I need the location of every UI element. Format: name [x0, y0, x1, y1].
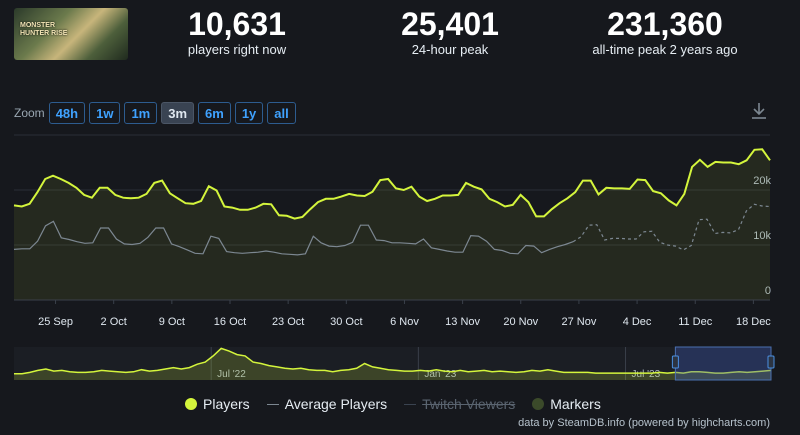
x-tick-label: 25 Sep: [38, 316, 73, 328]
x-tick-label: 23 Oct: [272, 316, 304, 328]
x-tick-label: 30 Oct: [330, 316, 362, 328]
legend-twitch-viewers[interactable]: Twitch Viewers: [404, 396, 515, 412]
daily-peak-stat: 25,401 24-hour peak: [385, 6, 515, 57]
average-players-line-dashed: [572, 203, 771, 251]
legend-markers[interactable]: Markers: [532, 396, 601, 412]
zoom-all-button[interactable]: all: [267, 102, 296, 124]
y-tick-label: 10k: [753, 230, 771, 242]
daily-peak-label: 24-hour peak: [411, 42, 489, 57]
x-tick-label: 6 Nov: [390, 316, 419, 328]
navigator-background: [14, 347, 771, 380]
x-tick-label: 2 Oct: [101, 316, 127, 328]
zoom-1w-button[interactable]: 1w: [89, 102, 121, 124]
x-tick-label: 9 Oct: [159, 316, 185, 328]
y-tick-label: 20k: [753, 175, 771, 187]
download-icon[interactable]: [751, 102, 767, 120]
daily-peak-value: 25,401: [401, 6, 499, 42]
data-credit[interactable]: data by SteamDB.info (powered by highcha…: [518, 417, 770, 429]
x-tick-label: 11 Dec: [678, 316, 713, 328]
zoom-1y-button[interactable]: 1y: [234, 102, 264, 124]
navigator-right-handle: [767, 355, 775, 369]
current-players-label: players right now: [187, 42, 287, 57]
y-tick-label: 0: [765, 285, 771, 297]
legend-players[interactable]: Players: [185, 396, 250, 412]
players-legend-dot: [185, 398, 197, 410]
zoom-1m-button[interactable]: 1m: [124, 102, 158, 124]
navigator-label: Jan '23: [424, 369, 456, 380]
zoom-6m-button[interactable]: 6m: [198, 102, 231, 124]
zoom-selector: Zoom 48h 1w 1m 3m 6m 1y all: [14, 102, 300, 124]
x-tick-label: 4 Dec: [623, 316, 652, 328]
legend-markers-label: Markers: [550, 396, 601, 412]
x-tick-label: 13 Nov: [445, 316, 480, 328]
players-area: [14, 149, 770, 300]
twitch-legend-line: [404, 403, 417, 405]
average-players-line: [13, 220, 574, 256]
current-players-stat: 10,631 players right now: [172, 6, 302, 57]
game-thumbnail[interactable]: MONSTER HUNTER RISE: [14, 8, 128, 60]
chart-legend: Players Average Players Twitch Viewers M…: [185, 396, 618, 412]
x-tick-label: 20 Nov: [503, 316, 538, 328]
zoom-label: Zoom: [14, 106, 45, 120]
range-navigator[interactable]: Jul '22 Jan '23 Jul '23: [0, 344, 800, 384]
zoom-48h-button[interactable]: 48h: [48, 102, 86, 124]
x-tick-label: 16 Oct: [214, 316, 246, 328]
navigator-area: [14, 348, 771, 380]
navigator-selected-range: [674, 346, 772, 381]
legend-twitch-label: Twitch Viewers: [422, 396, 516, 412]
navigator-label: Jul '22: [217, 369, 246, 380]
zoom-3m-button[interactable]: 3m: [161, 102, 195, 124]
all-time-peak-label: all-time peak 2 years ago: [592, 42, 738, 57]
game-logo: MONSTER HUNTER RISE: [20, 22, 68, 37]
player-count-chart[interactable]: 0 10k 20k 25 Sep 2 Oct 9 Oct 16 Oct 23 Oct 30 Oc…: [0, 125, 800, 335]
legend-players-label: Players: [203, 396, 250, 412]
x-tick-label: 27 Nov: [561, 316, 596, 328]
current-players-value: 10,631: [188, 6, 286, 42]
navigator-left-handle: [671, 355, 679, 369]
players-line: [13, 148, 771, 220]
markers-legend-dot: [532, 398, 545, 410]
legend-average-label: Average Players: [284, 396, 388, 412]
legend-average-players[interactable]: Average Players: [266, 396, 388, 412]
all-time-peak-stat: 231,360 all-time peak 2 years ago: [585, 6, 745, 57]
all-time-peak-value: 231,360: [607, 6, 723, 42]
navigator-line: [14, 347, 772, 375]
x-tick-label: 18 Dec: [736, 316, 771, 328]
navigator-label: Jul '23: [632, 369, 661, 380]
average-legend-line: [266, 403, 279, 405]
